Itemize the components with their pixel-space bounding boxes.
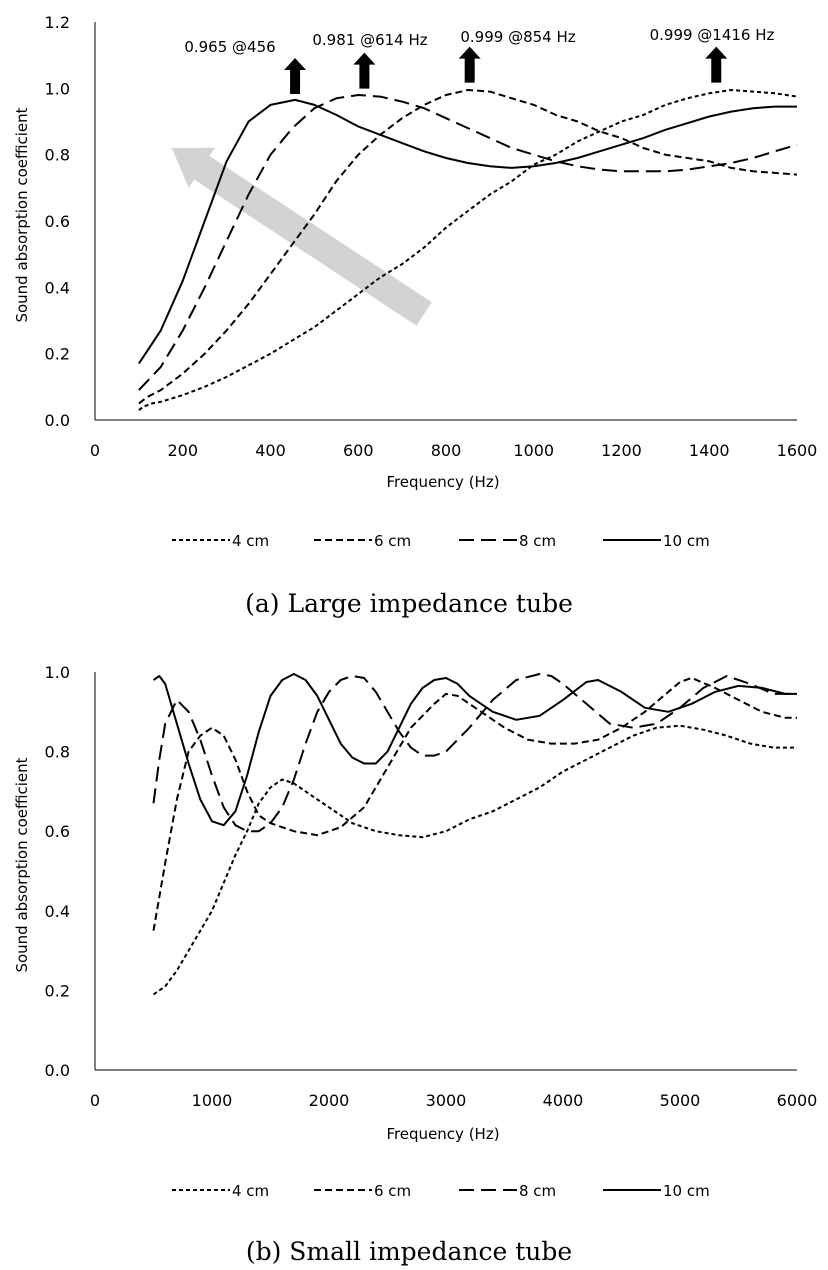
series-line-4-cm (138, 89, 798, 411)
y-tick-label: 1.0 (45, 663, 70, 682)
x-axis-title: Frequency (Hz) (386, 473, 499, 491)
trend-arrow (171, 147, 432, 326)
series-line-6-cm (152, 677, 797, 931)
series-line-6-cm (138, 89, 798, 405)
y-axis-title: Sound absorption coefficient (13, 757, 31, 972)
y-tick-label: 0.0 (45, 1061, 70, 1080)
x-tick-label: 1400 (689, 441, 730, 460)
annotation-arrow (284, 57, 307, 94)
series-line-10-cm (152, 673, 797, 827)
figure-caption: (b) Small impedance tube (246, 1237, 572, 1266)
y-tick-label: 1.2 (45, 13, 70, 32)
y-tick-label: 0.4 (45, 278, 70, 297)
y-tick-label: 0.2 (45, 981, 70, 1000)
x-tick-label: 400 (255, 441, 286, 460)
y-tick-label: 0.8 (45, 743, 70, 762)
annotation-label: 0.965 @456 (184, 38, 275, 56)
annotation-arrow (705, 46, 728, 83)
y-axis-title: Sound absorption coefficient (13, 107, 31, 322)
x-tick-label: 0 (90, 1091, 100, 1110)
series-line-4-cm (152, 724, 797, 996)
y-tick-label: 0.6 (45, 822, 70, 841)
legend-label: 4 cm (232, 532, 269, 550)
x-tick-label: 1000 (513, 441, 554, 460)
chart-small-impedance-tube: 0.0 0.2 0.4 0.6 0.8 1.0 0 1000 2000 3000 4000 5000 6… (13, 663, 817, 1266)
x-axis-title: Frequency (Hz) (386, 1125, 499, 1143)
annotation-arrow (353, 52, 376, 89)
legend-label: 6 cm (374, 1182, 411, 1200)
y-tick-label: 0.8 (45, 146, 70, 165)
legend-label: 10 cm (663, 1182, 710, 1200)
y-tick-label: 0.2 (45, 345, 70, 364)
legend-label: 8 cm (519, 532, 556, 550)
y-tick-label: 1.0 (45, 79, 70, 98)
legend-label: 6 cm (374, 532, 411, 550)
series-line-8-cm (138, 94, 798, 391)
x-tick-label: 600 (343, 441, 374, 460)
x-tick-label: 200 (167, 441, 198, 460)
figure-caption: (a) Large impedance tube (245, 589, 573, 618)
x-tick-label: 2000 (309, 1091, 350, 1110)
series-line-10-cm (138, 98, 797, 365)
annotation-label: 0.999 @854 Hz (460, 28, 575, 46)
x-tick-label: 1000 (192, 1091, 233, 1110)
x-tick-label: 1200 (601, 441, 642, 460)
x-tick-label: 6000 (777, 1091, 818, 1110)
y-tick-label: 0.6 (45, 212, 70, 231)
legend-label: 8 cm (519, 1182, 556, 1200)
x-tick-label: 0 (90, 441, 100, 460)
annotation-label: 0.999 @1416 Hz (650, 26, 775, 44)
series-line-8-cm (152, 673, 797, 833)
annotation-label: 0.981 @614 Hz (312, 31, 427, 49)
legend-label: 4 cm (232, 1182, 269, 1200)
x-tick-label: 1600 (777, 441, 818, 460)
annotation-arrow (458, 46, 481, 83)
y-tick-label: 0.4 (45, 902, 70, 921)
x-tick-label: 4000 (543, 1091, 584, 1110)
x-tick-label: 3000 (426, 1091, 467, 1110)
x-tick-label: 5000 (660, 1091, 701, 1110)
y-tick-label: 0.0 (45, 411, 70, 430)
chart-large-impedance-tube: 0.0 0.2 0.4 0.6 0.8 1.0 1.2 0 200 400 600 800 1000 12… (13, 13, 817, 618)
legend-label: 10 cm (663, 532, 710, 550)
x-tick-label: 800 (431, 441, 462, 460)
